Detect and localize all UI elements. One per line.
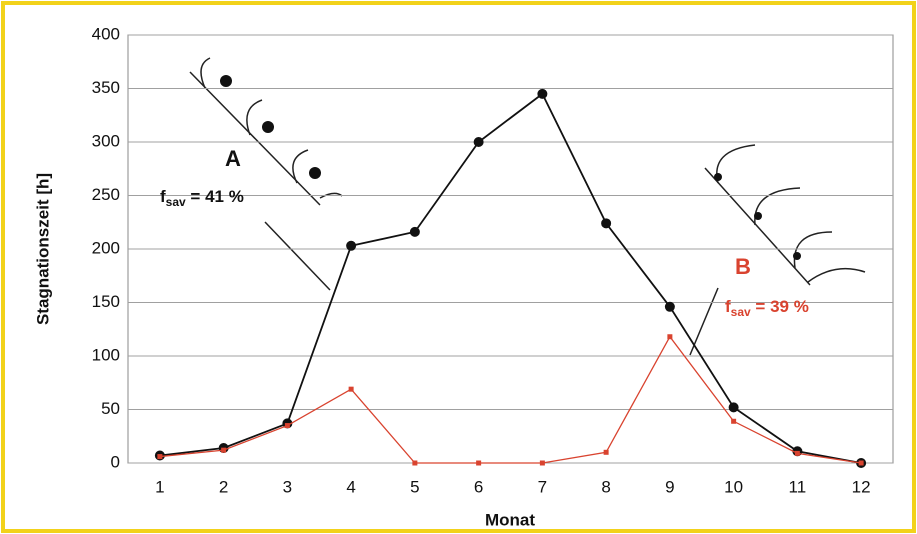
y-tick-label: 250 — [92, 185, 120, 204]
data-point — [665, 302, 675, 312]
data-point — [795, 451, 800, 456]
data-point — [667, 334, 672, 339]
x-tick-label: 1 — [155, 477, 164, 496]
x-tick-label: 11 — [789, 477, 807, 496]
annotation-label: A — [225, 146, 241, 171]
data-point — [410, 227, 420, 237]
data-point — [349, 387, 354, 392]
data-point — [474, 137, 484, 147]
data-point — [221, 448, 226, 453]
x-tick-label: 9 — [665, 477, 674, 496]
x-tick-label: 2 — [219, 477, 228, 496]
data-point — [346, 241, 356, 251]
annotation-sub: sav — [731, 305, 751, 319]
y-tick-label: 100 — [92, 345, 120, 364]
data-point — [601, 218, 611, 228]
x-tick-label: 3 — [283, 477, 292, 496]
data-point — [859, 461, 864, 466]
data-point — [285, 423, 290, 428]
data-point — [476, 461, 481, 466]
y-tick-label: 350 — [92, 78, 120, 97]
x-tick-label: 12 — [852, 477, 871, 496]
x-tick-label: 5 — [410, 477, 419, 496]
x-tick-label: 6 — [474, 477, 483, 496]
y-tick-label: 400 — [92, 24, 120, 43]
x-tick-label: 10 — [724, 477, 743, 496]
annotation-value: = 39 % — [751, 297, 809, 316]
data-point — [157, 454, 162, 459]
y-axis-label: Stagnationszeit [h] — [33, 173, 52, 325]
y-tick-label: 300 — [92, 131, 120, 150]
x-axis-label: Monat — [485, 510, 535, 529]
data-point — [540, 461, 545, 466]
x-tick-label: 8 — [601, 477, 610, 496]
x-tick-label: 4 — [346, 477, 355, 496]
data-point — [729, 402, 739, 412]
x-tick-label: 7 — [538, 477, 547, 496]
y-tick-label: 50 — [101, 399, 120, 418]
data-point — [731, 419, 736, 424]
annotation-label: B — [735, 254, 751, 279]
annotation-value: = 41 % — [186, 187, 244, 206]
y-tick-label: 200 — [92, 238, 120, 257]
chart: Stagnationszeit [h] Monat 05010015020025… — [0, 0, 917, 534]
annotation-sub: sav — [166, 195, 186, 209]
y-tick-label: 150 — [92, 292, 120, 311]
data-point — [412, 461, 417, 466]
y-tick-label: 0 — [111, 452, 120, 471]
data-point — [604, 450, 609, 455]
data-point — [537, 89, 547, 99]
